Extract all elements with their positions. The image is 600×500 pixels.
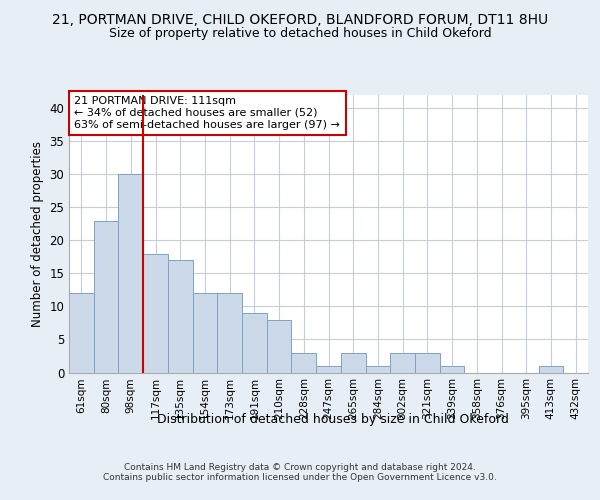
Text: Distribution of detached houses by size in Child Okeford: Distribution of detached houses by size … xyxy=(157,412,509,426)
Bar xyxy=(539,366,563,372)
Bar xyxy=(193,293,217,372)
Bar xyxy=(217,293,242,372)
Text: Contains HM Land Registry data © Crown copyright and database right 2024.
Contai: Contains HM Land Registry data © Crown c… xyxy=(103,462,497,482)
Bar xyxy=(415,352,440,372)
Bar xyxy=(94,220,118,372)
Bar xyxy=(365,366,390,372)
Bar xyxy=(292,352,316,372)
Y-axis label: Number of detached properties: Number of detached properties xyxy=(31,141,44,327)
Text: Size of property relative to detached houses in Child Okeford: Size of property relative to detached ho… xyxy=(109,28,491,40)
Bar xyxy=(143,254,168,372)
Bar xyxy=(242,313,267,372)
Bar xyxy=(341,352,365,372)
Bar xyxy=(69,293,94,372)
Bar xyxy=(118,174,143,372)
Bar xyxy=(440,366,464,372)
Text: 21 PORTMAN DRIVE: 111sqm
← 34% of detached houses are smaller (52)
63% of semi-d: 21 PORTMAN DRIVE: 111sqm ← 34% of detach… xyxy=(74,96,340,130)
Bar xyxy=(267,320,292,372)
Bar xyxy=(316,366,341,372)
Bar xyxy=(168,260,193,372)
Text: 21, PORTMAN DRIVE, CHILD OKEFORD, BLANDFORD FORUM, DT11 8HU: 21, PORTMAN DRIVE, CHILD OKEFORD, BLANDF… xyxy=(52,12,548,26)
Bar xyxy=(390,352,415,372)
